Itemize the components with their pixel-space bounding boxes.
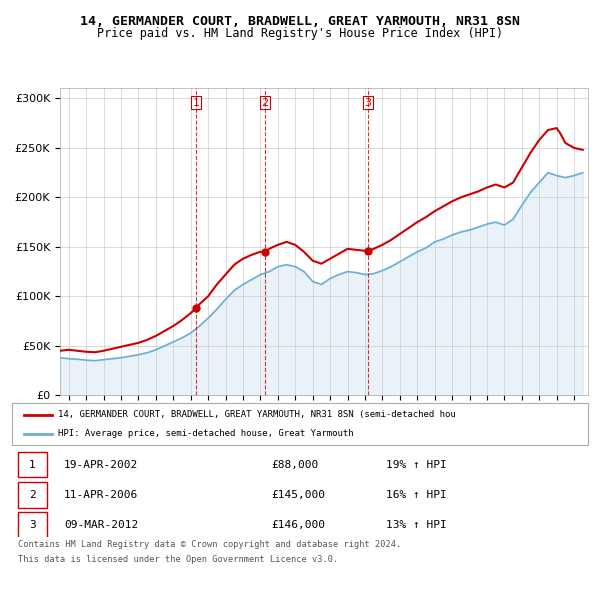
Text: 14, GERMANDER COURT, BRADWELL, GREAT YARMOUTH, NR31 8SN (semi-detached hou: 14, GERMANDER COURT, BRADWELL, GREAT YAR…: [58, 411, 456, 419]
Text: 2: 2: [262, 98, 269, 108]
Text: 3: 3: [365, 98, 371, 108]
FancyBboxPatch shape: [18, 512, 47, 538]
Text: £145,000: £145,000: [271, 490, 325, 500]
Text: 3: 3: [29, 520, 35, 530]
Text: £88,000: £88,000: [271, 460, 319, 470]
FancyBboxPatch shape: [12, 403, 588, 445]
FancyBboxPatch shape: [18, 452, 47, 477]
Text: This data is licensed under the Open Government Licence v3.0.: This data is licensed under the Open Gov…: [18, 555, 338, 563]
Text: 1: 1: [193, 98, 199, 108]
Text: 11-APR-2006: 11-APR-2006: [64, 490, 138, 500]
Text: 09-MAR-2012: 09-MAR-2012: [64, 520, 138, 530]
Text: Contains HM Land Registry data © Crown copyright and database right 2024.: Contains HM Land Registry data © Crown c…: [18, 540, 401, 549]
Text: 1: 1: [29, 460, 35, 470]
Text: 2: 2: [29, 490, 35, 500]
FancyBboxPatch shape: [18, 482, 47, 507]
Text: 19% ↑ HPI: 19% ↑ HPI: [386, 460, 447, 470]
Text: 19-APR-2002: 19-APR-2002: [64, 460, 138, 470]
Text: HPI: Average price, semi-detached house, Great Yarmouth: HPI: Average price, semi-detached house,…: [58, 429, 354, 438]
Text: 14, GERMANDER COURT, BRADWELL, GREAT YARMOUTH, NR31 8SN: 14, GERMANDER COURT, BRADWELL, GREAT YAR…: [80, 15, 520, 28]
Text: 16% ↑ HPI: 16% ↑ HPI: [386, 490, 447, 500]
Text: £146,000: £146,000: [271, 520, 325, 530]
Text: 13% ↑ HPI: 13% ↑ HPI: [386, 520, 447, 530]
Text: Price paid vs. HM Land Registry's House Price Index (HPI): Price paid vs. HM Land Registry's House …: [97, 27, 503, 40]
